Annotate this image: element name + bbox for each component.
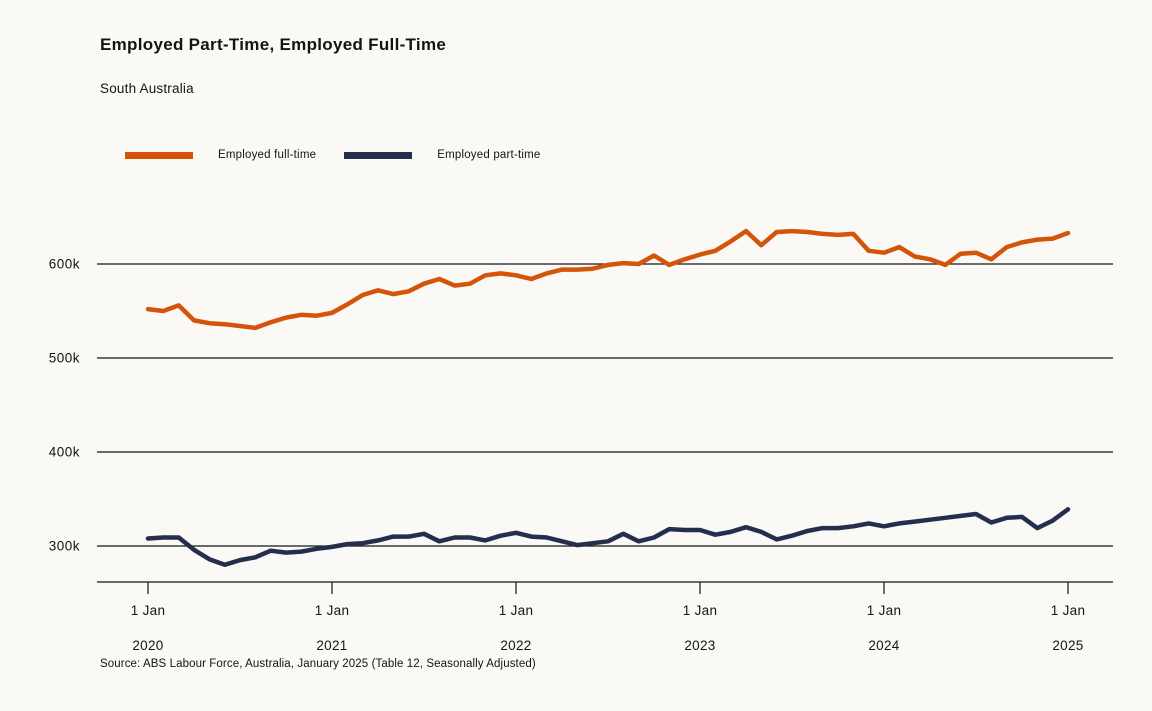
x-axis-year-2025: 2025 [1052,638,1083,653]
legend-item-employed-full-time: Employed full-time [125,149,316,161]
chart-subtitle: South Australia [100,81,194,96]
full-time-line-swatch-icon [125,151,193,159]
legend-label-part-time: Employed part-time [437,149,541,161]
source-note: Source: ABS Labour Force, Australia, Jan… [100,658,536,670]
legend-item-employed-part-time: Employed part-time [344,149,540,161]
x-axis-label-jan-2023: 1 Jan [683,603,718,618]
x-axis-year-2021: 2021 [316,638,347,653]
x-axis-year-2024: 2024 [868,638,899,653]
x-axis-label-jan-2020: 1 Jan [131,603,166,618]
part-time-line-swatch-icon [344,151,413,159]
x-axis-label-jan-2025: 1 Jan [1051,603,1086,618]
legend: Employed full-time Employed part-time [125,149,541,161]
x-axis-year-2023: 2023 [684,638,715,653]
series-line-employed-part-time [145,507,1071,568]
chart-title: Employed Part-Time, Employed Full-Time [100,35,447,54]
series-line-employed-full-time [145,228,1071,331]
y-axis-label-300k: 300k [49,539,80,554]
x-axis-year-2020: 2020 [132,638,163,653]
x-axis-label-jan-2021: 1 Jan [315,603,350,618]
x-axis-year-2022: 2022 [500,638,531,653]
y-axis-label-400k: 400k [49,445,80,460]
y-axis-label-500k: 500k [49,351,80,366]
legend-label-full-time: Employed full-time [218,149,317,161]
y-axis-label-600k: 600k [49,257,80,272]
x-axis-label-jan-2024: 1 Jan [867,603,902,618]
x-axis-label-jan-2022: 1 Jan [499,603,534,618]
